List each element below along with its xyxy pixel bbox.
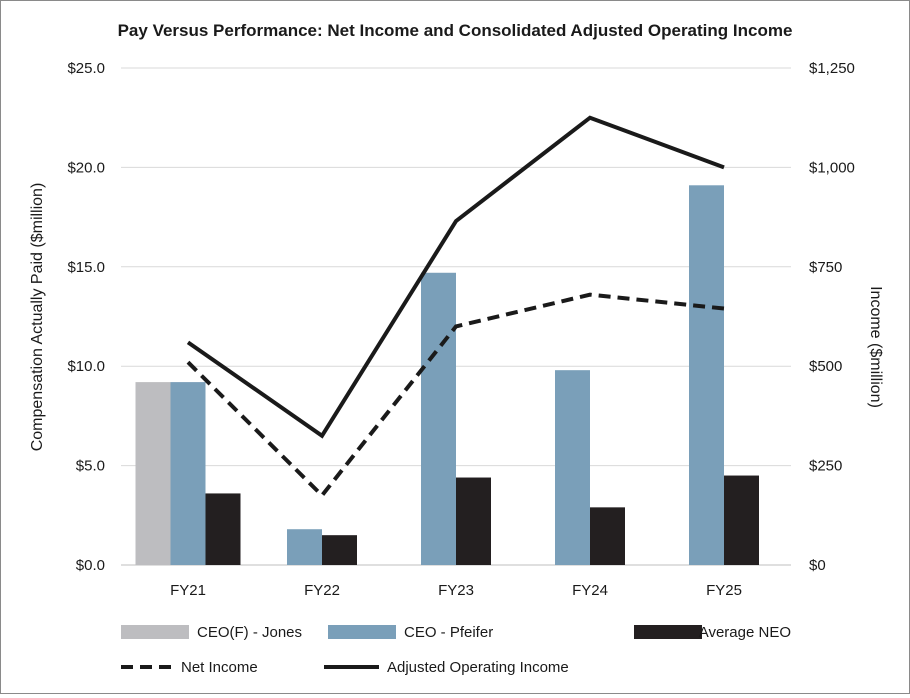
legend-swatch — [121, 625, 189, 639]
bar-ceo-pfeifer — [421, 272, 456, 565]
line-adjusted-operating-income — [186, 115, 725, 439]
bar-average-neo — [205, 493, 241, 565]
bar-average-neo — [456, 477, 491, 565]
right-tick-label: $750 — [809, 259, 842, 276]
right-axis-title: Income ($million) — [867, 286, 884, 408]
legend-label: Adjusted Operating Income — [387, 659, 569, 676]
bar-average-neo — [590, 507, 625, 565]
right-tick-label: $500 — [809, 358, 842, 375]
left-tick-label: $10.0 — [67, 358, 105, 375]
line-net-income — [186, 292, 725, 499]
left-tick-label: $0.0 — [76, 557, 105, 574]
bar-average-neo — [724, 475, 759, 565]
x-tick-label: FY21 — [170, 582, 206, 599]
x-tick-label: FY23 — [438, 582, 474, 599]
bar-ceo-pfeifer — [689, 185, 724, 566]
chart-title: Pay Versus Performance: Net Income and C… — [118, 21, 793, 40]
right-tick-label: $1,000 — [809, 159, 855, 176]
right-tick-label: $0 — [809, 557, 826, 574]
right-tick-label: $1,250 — [809, 60, 855, 77]
bars-group — [135, 185, 759, 566]
left-tick-label: $5.0 — [76, 458, 105, 475]
bar-ceo-pfeifer — [287, 529, 322, 565]
left-tick-label: $15.0 — [67, 259, 105, 276]
x-tick-label: FY24 — [572, 582, 608, 599]
right-axis-ticks: $0 $250 $500 $750 $1,000 $1,250 — [809, 60, 855, 574]
legend-swatch — [634, 625, 702, 639]
legend-swatch — [328, 625, 396, 639]
legend-label: CEO(F) - Jones — [197, 624, 302, 641]
x-axis-ticks: FY21 FY22 FY23 FY24 FY25 — [170, 582, 742, 599]
legend-label: Net Income — [181, 659, 258, 676]
legend-label: Average NEO — [699, 624, 791, 641]
left-tick-label: $20.0 — [67, 159, 105, 176]
bar-average-neo — [322, 535, 357, 565]
x-tick-label: FY22 — [304, 582, 340, 599]
x-tick-label: FY25 — [706, 582, 742, 599]
left-tick-label: $25.0 — [67, 60, 105, 77]
bar-ceo-f-jones — [135, 382, 171, 565]
bar-ceo-pfeifer — [555, 370, 590, 565]
legend-label: CEO - Pfeifer — [404, 624, 493, 641]
legend: CEO(F) - Jones CEO - Pfeifer Average NEO Ne… — [121, 624, 791, 676]
lines-group — [186, 115, 725, 499]
right-tick-label: $250 — [809, 458, 842, 475]
left-axis-title: Compensation Actually Paid ($million) — [29, 183, 46, 452]
bar-ceo-pfeifer — [170, 382, 206, 565]
left-axis-ticks: $0.0 $5.0 $10.0 $15.0 $20.0 $25.0 — [67, 60, 105, 574]
